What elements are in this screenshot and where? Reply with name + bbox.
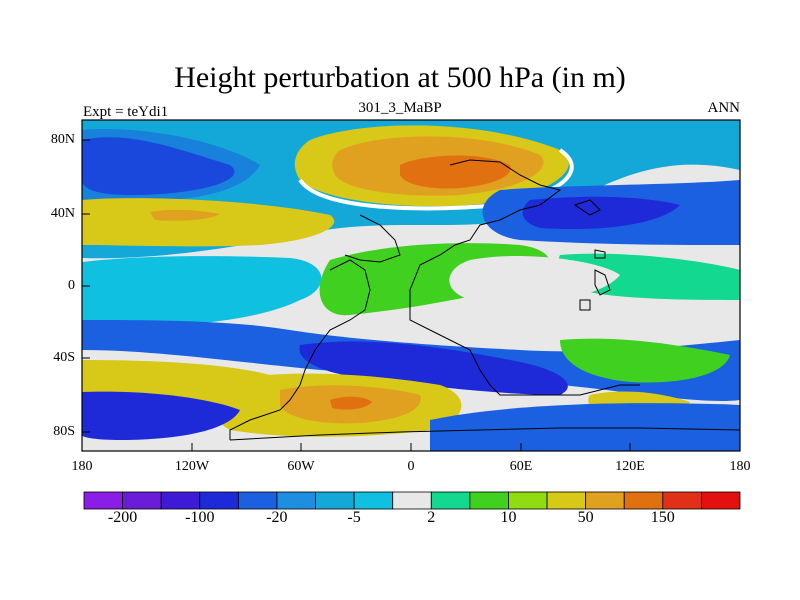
colorbar-box-1 (122, 491, 162, 510)
contour-tropics-white (449, 255, 620, 304)
coastline-australia (579, 269, 611, 311)
contour-antarctic-east (430, 403, 740, 451)
contour-equator-cyan (82, 256, 322, 327)
coastline-antarctica (229, 427, 740, 441)
x-tick-label-120w: 120W (174, 459, 210, 474)
colorbar-box-8 (392, 491, 432, 510)
colorbar-box-15 (662, 491, 702, 510)
colorbar-label-1: -100 (185, 509, 215, 526)
y-tick-label-40n: 40N (50, 206, 75, 221)
colorbar-box-5 (276, 491, 316, 510)
colorbar-box-7 (353, 491, 394, 510)
coastline-asia-islands (573, 199, 606, 259)
colorbar-box-11 (508, 491, 548, 510)
contour-south-positive-core (330, 396, 372, 410)
x-tick-label-60e: 60E (509, 459, 533, 474)
contour-north-midblue (82, 129, 260, 202)
coastline-americas (229, 259, 371, 440)
contour-tropics-teal (558, 253, 740, 300)
contour-field (82, 120, 740, 451)
plot-title: Height perturbation at 500 hPa (in m) (174, 61, 626, 94)
x-tick-label-60w: 60W (287, 459, 315, 474)
colorbar-box-10 (469, 491, 509, 510)
colorbar-label-7: 150 (650, 509, 675, 526)
x-tick-label-180w: 180 (71, 459, 93, 474)
period-label: 301_3_MaBP (358, 100, 442, 116)
contour-nsub-positive (82, 198, 335, 247)
colorbar-box-6 (315, 491, 355, 510)
colorbar-box-16 (701, 491, 741, 510)
y-axis-ticks (82, 139, 90, 433)
colorbar-box-9 (430, 491, 471, 510)
contour-antarctic (82, 391, 240, 440)
colorbar-box-2 (160, 491, 201, 510)
colorbar-label-6: 50 (577, 509, 594, 526)
x-tick-label-120e: 120E (615, 459, 645, 474)
colorbar-label-4: 2 (427, 509, 436, 526)
colorbar-box-0 (83, 491, 123, 510)
colorbar-box-14 (623, 491, 664, 510)
colorbar-box-4 (237, 491, 278, 510)
x-axis-ticks (81, 443, 741, 451)
coastline-eurasia-africa (409, 159, 640, 396)
contour-south-green-east (560, 338, 730, 383)
y-tick-label-80n: 80N (50, 132, 75, 147)
x-tick-label-180e: 180 (729, 459, 751, 474)
y-tick-label-40s: 40S (53, 350, 75, 365)
x-tick-label-0: 0 (407, 459, 415, 474)
experiment-label: Expt = teYdi1 (83, 104, 169, 120)
coastline-north-america (344, 214, 401, 263)
contour-asia-low-core (522, 196, 680, 230)
contour-south-blue-core (299, 341, 568, 395)
y-tick-label-0: 0 (68, 278, 75, 293)
colorbar-label-2: -20 (266, 509, 288, 526)
colorbar-box-12 (546, 491, 587, 510)
colorbar-box-3 (199, 491, 239, 510)
colorbar (83, 491, 741, 510)
contour-europe-high-core (400, 155, 511, 189)
colorbar-label-3: -5 (347, 509, 361, 526)
colorbar-label-5: 10 (500, 509, 517, 526)
colorbar-label-0: -200 (107, 509, 138, 526)
season-label: ANN (707, 100, 741, 116)
colorbar-box-13 (585, 491, 625, 510)
y-tick-label-80s: 80S (53, 424, 75, 439)
contour-nsub-orange (150, 209, 220, 221)
coastlines (229, 159, 740, 441)
